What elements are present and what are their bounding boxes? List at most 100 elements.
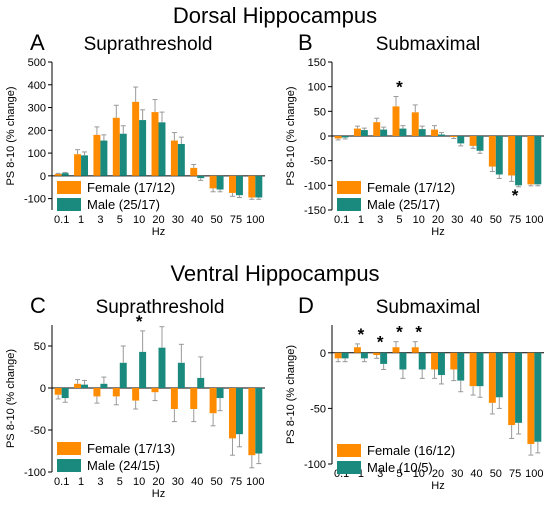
legend-label-male: Male (24/15) [87,458,160,473]
bar-male [216,175,224,190]
bar-female [450,136,458,137]
y-tick-label: 100 [28,148,46,160]
bar-male [399,352,407,370]
panel-b: B Submaximal PS 8-10 (% change) -150 -100 -50… [285,30,544,238]
bar-female [112,388,120,397]
bar-male [476,352,484,387]
legend-label-male: Male (25/17) [367,197,440,212]
y-tick-label: 0 [40,383,46,395]
bar-female [190,388,198,409]
x-tick-label: 30 [172,214,184,226]
significance-asterisk: * [358,325,365,344]
x-tick-label: 30 [451,468,463,480]
bar-male [515,352,523,423]
bar-male [438,352,445,376]
bar-female [392,347,400,353]
bar-female [527,352,535,444]
x-tick-label: 0.1 [54,214,69,226]
y-tick-label: 150 [308,57,326,69]
dorsal-section-title: Dorsal Hippocampus [172,3,378,28]
y-tick-label: 0 [320,348,326,360]
bar-female [431,352,438,370]
panel-c: C Suprathreshold PS 8-10 (% change) -100 -50… [5,293,265,500]
bar-male [81,155,89,176]
y-tick-label: -50 [310,403,326,415]
legend-label-female: Female (17/12) [367,180,455,195]
bar-female [411,347,419,353]
panel-d-legend: Female (16/12) Male (10/5) [337,443,455,475]
bar-female [209,175,217,189]
bar-female [132,101,140,176]
x-tick-label: 3 [97,214,103,226]
panel-a-letter: A [30,30,45,55]
x-tick-label: 30 [172,476,184,488]
bar-female [248,175,256,198]
bar-female [170,140,178,176]
bar-male [216,388,224,399]
x-tick-label: 3 [97,476,103,488]
panel-b-letter: B [298,30,313,55]
y-tick-label: 100 [308,82,326,94]
x-tick-label: 5 [117,476,123,488]
legend-swatch-female [57,442,81,455]
legend-label-female: Female (17/12) [87,180,175,195]
bar-female [508,136,516,176]
y-tick-label: -50 [310,156,326,168]
significance-asterisk: * [512,186,519,205]
x-tick-label: 50 [490,214,502,226]
bar-male [341,136,349,138]
bar-male [418,352,426,370]
bar-male [119,133,127,176]
panel-a-ylabel: PS 8-10 (% change) [5,86,17,185]
panel-b-xlabel: Hz [431,226,444,238]
x-tick-label: 40 [191,476,203,488]
panel-b-ylabel: PS 8-10 (% change) [285,86,297,185]
bar-female [353,347,361,353]
bar-male [139,351,147,388]
panel-a-title: Suprathreshold [84,34,213,55]
bar-male [255,388,263,454]
y-tick-label: -150 [304,205,326,217]
panel-c-legend: Female (17/13) Male (24/15) [57,441,175,473]
panel-a-xlabel: Hz [152,226,165,238]
panel-c-title: Suprathreshold [96,297,225,318]
bar-male [81,384,89,388]
x-tick-label: 0.1 [54,476,69,488]
bar-male [534,352,542,442]
bar-female [450,352,458,370]
bar-male [380,129,388,136]
x-tick-label: 1 [358,214,364,226]
panel-c-ylabel: PS 8-10 (% change) [5,349,17,448]
bar-male [534,136,542,185]
bar-female [74,383,82,388]
x-tick-label: 75 [230,214,242,226]
bar-female [334,352,342,359]
legend-label-female: Female (16/12) [367,443,455,458]
x-tick-label: 5 [396,468,402,480]
legend-label-male: Male (10/5) [367,460,433,475]
x-tick-label: 3 [377,214,383,226]
bar-female [469,352,477,387]
bar-female [151,388,159,393]
x-tick-label: 10 [133,476,145,488]
bar-male [235,388,243,435]
bar-male [438,134,445,136]
ventral-section-title: Ventral Hippocampus [170,261,380,286]
y-tick-label: -100 [304,180,326,192]
legend-swatch-male [57,459,81,472]
bar-male [457,136,465,144]
bar-female [74,154,82,176]
bar-female [248,388,256,456]
x-tick-label: 50 [210,214,222,226]
panel-a-legend: Female (17/12) Male (25/17) [57,180,175,212]
bar-male [197,377,205,388]
x-tick-label: 20 [432,468,444,480]
bar-male [341,352,349,359]
significance-asterisk: * [396,78,403,97]
x-tick-label: 100 [246,214,264,226]
bar-male [61,173,69,176]
x-tick-label: 5 [117,214,123,226]
significance-asterisk: * [377,333,384,352]
x-tick-label: 5 [396,214,402,226]
bar-male [158,347,166,388]
